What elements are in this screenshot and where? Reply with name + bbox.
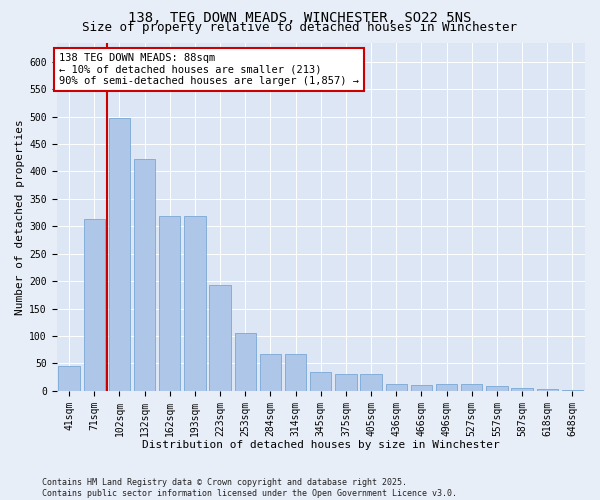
Bar bbox=[361, 374, 382, 391]
Bar bbox=[184, 216, 206, 391]
Text: 138, TEG DOWN MEADS, WINCHESTER, SO22 5NS: 138, TEG DOWN MEADS, WINCHESTER, SO22 5N… bbox=[128, 11, 472, 25]
Bar bbox=[235, 334, 256, 391]
Bar bbox=[58, 366, 80, 391]
Bar bbox=[386, 384, 407, 391]
Text: Size of property relative to detached houses in Winchester: Size of property relative to detached ho… bbox=[83, 21, 517, 34]
Bar bbox=[411, 385, 432, 391]
Bar bbox=[134, 160, 155, 391]
X-axis label: Distribution of detached houses by size in Winchester: Distribution of detached houses by size … bbox=[142, 440, 500, 450]
Text: Contains HM Land Registry data © Crown copyright and database right 2025.
Contai: Contains HM Land Registry data © Crown c… bbox=[42, 478, 457, 498]
Bar bbox=[83, 219, 105, 391]
Bar bbox=[436, 384, 457, 391]
Bar bbox=[335, 374, 356, 391]
Bar bbox=[562, 390, 583, 391]
Bar bbox=[159, 216, 181, 391]
Bar bbox=[461, 384, 482, 391]
Text: 138 TEG DOWN MEADS: 88sqm
← 10% of detached houses are smaller (213)
90% of semi: 138 TEG DOWN MEADS: 88sqm ← 10% of detac… bbox=[59, 53, 359, 86]
Y-axis label: Number of detached properties: Number of detached properties bbox=[15, 119, 25, 314]
Bar bbox=[285, 354, 306, 391]
Bar bbox=[310, 372, 331, 391]
Bar bbox=[109, 118, 130, 391]
Bar bbox=[209, 285, 231, 391]
Bar bbox=[486, 386, 508, 391]
Bar bbox=[260, 354, 281, 391]
Bar bbox=[536, 389, 558, 391]
Bar bbox=[511, 388, 533, 391]
